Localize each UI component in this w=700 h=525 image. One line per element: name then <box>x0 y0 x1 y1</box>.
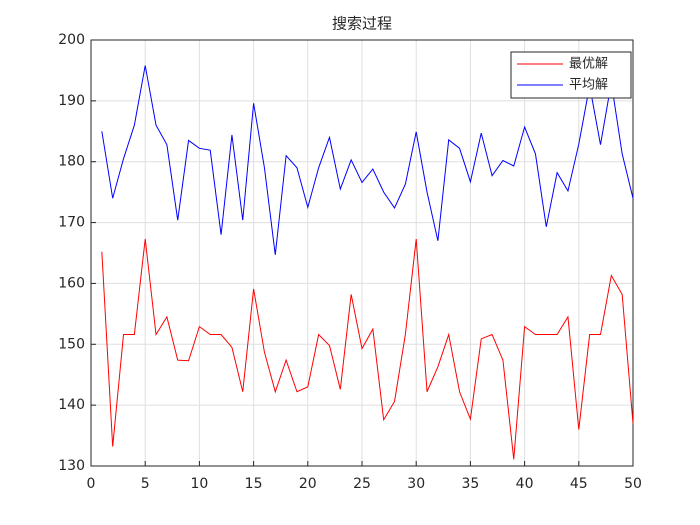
y-tick-label: 160 <box>58 275 85 291</box>
legend-label: 最优解 <box>569 57 608 72</box>
x-tick-label: 25 <box>353 476 371 492</box>
y-tick-label: 200 <box>58 32 85 48</box>
plot-frame <box>90 39 634 467</box>
y-tick-label: 170 <box>58 215 85 231</box>
x-tick-label: 10 <box>190 476 208 492</box>
y-tick-label: 180 <box>58 154 85 170</box>
data-line <box>101 238 634 460</box>
x-tick-label: 35 <box>461 476 479 492</box>
x-tick-label: 40 <box>516 476 534 492</box>
data-line <box>101 65 634 255</box>
y-tick-label: 130 <box>58 458 85 474</box>
y-tick-label: 140 <box>58 397 85 413</box>
y-tick-label: 190 <box>58 93 85 109</box>
x-tick-label: 20 <box>299 476 317 492</box>
x-tick-label: 30 <box>407 476 425 492</box>
x-tick-label: 0 <box>87 476 96 492</box>
x-tick-label: 15 <box>245 476 263 492</box>
x-tick-label: 50 <box>624 476 642 492</box>
x-tick-label: 5 <box>141 476 150 492</box>
legend-label: 平均解 <box>569 78 608 93</box>
x-tick-label: 45 <box>570 476 588 492</box>
chart-title: 搜索过程 <box>332 15 392 33</box>
legend-box <box>510 51 632 99</box>
y-tick-label: 150 <box>58 336 85 352</box>
